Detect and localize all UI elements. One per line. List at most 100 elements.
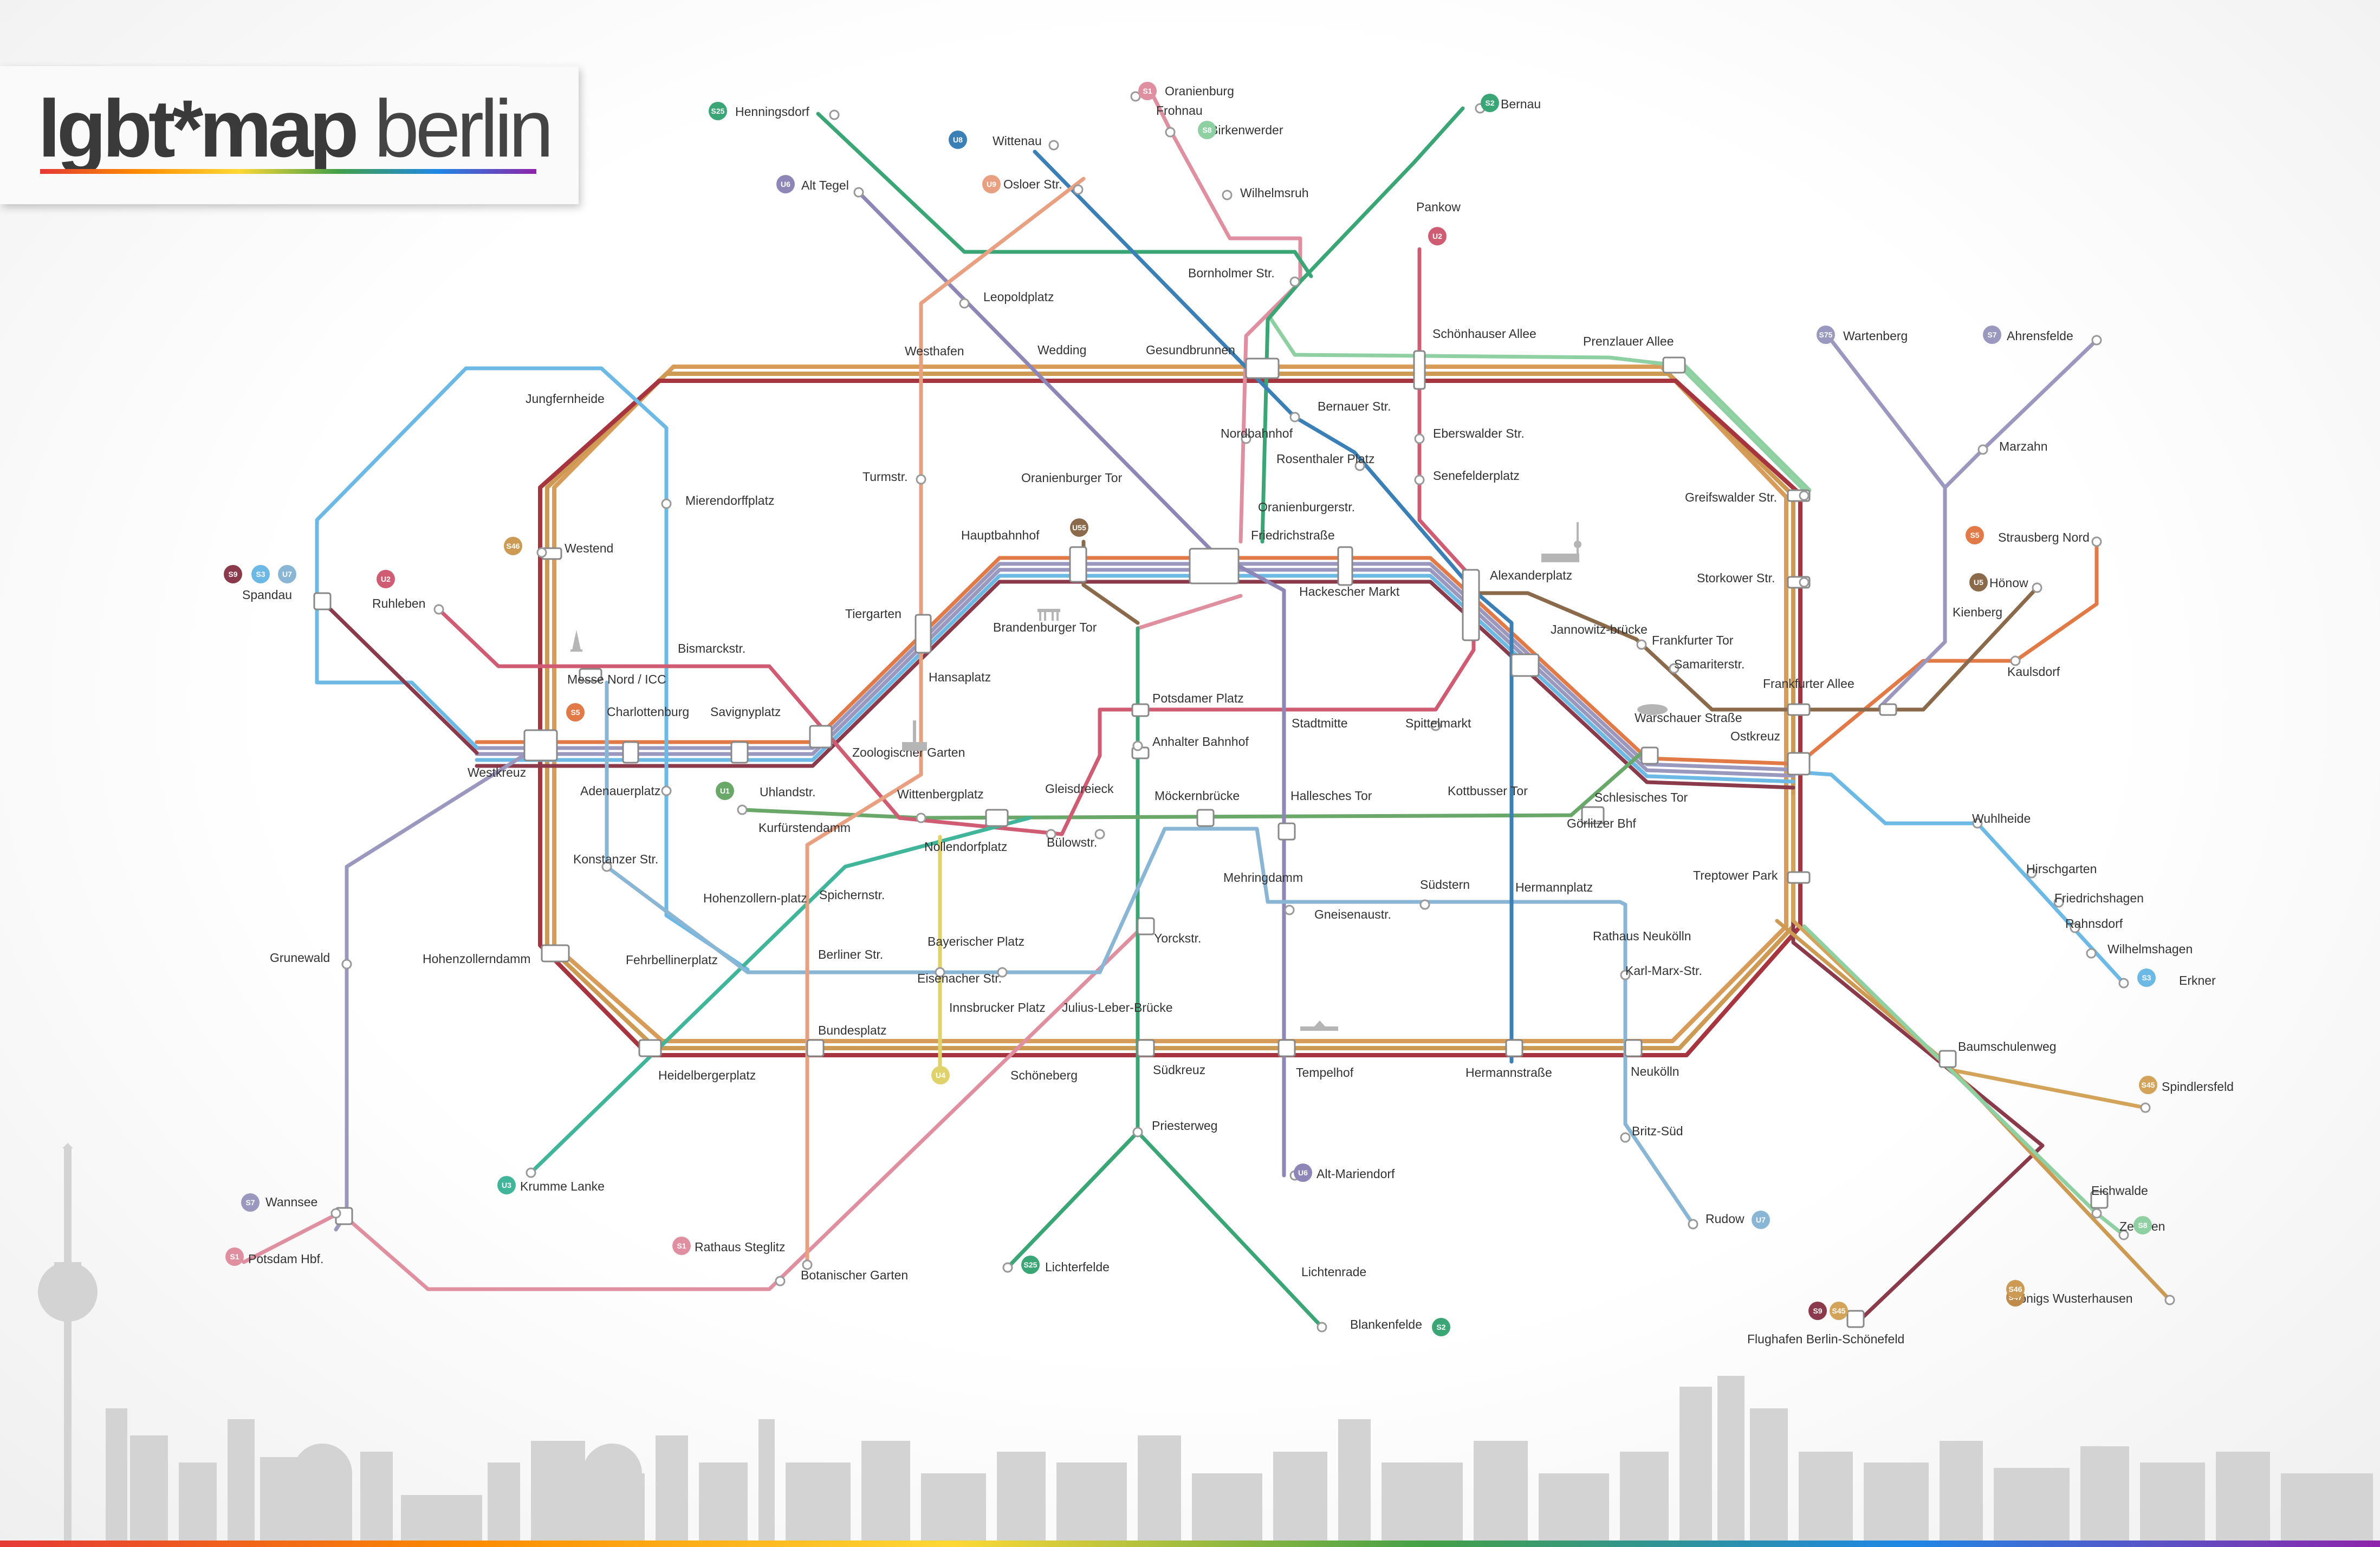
interchange-box[interactable] [541,944,570,963]
station-dot[interactable] [1002,1262,1013,1273]
station-dot[interactable] [601,861,612,872]
interchange-box[interactable] [1879,703,1897,716]
station-label[interactable]: Hermannstraße [1465,1065,1552,1080]
interchange-box[interactable] [1787,703,1811,716]
station-dot[interactable] [916,812,926,823]
station-dot[interactable] [526,1167,536,1178]
interchange-box[interactable] [1137,1039,1155,1057]
station-label[interactable]: Nordbahnhof [1221,426,1293,440]
station-label[interactable]: Fehrbellinerplatz [626,953,718,967]
interchange-box[interactable] [730,741,749,764]
station-label[interactable]: Ahrensfelde [2007,329,2073,343]
station-label[interactable]: Wannsee [265,1195,317,1209]
interchange-box[interactable] [1245,358,1280,379]
station-dot[interactable] [1132,1127,1143,1138]
station-label[interactable]: Potsdam Hbf. [248,1252,323,1266]
station-label[interactable]: Bundesplatz [818,1023,887,1037]
station-dot[interactable] [1289,412,1300,422]
station-label[interactable]: Spandau [242,588,292,602]
station-label[interactable]: Hermannplatz [1515,880,1593,894]
station-label[interactable]: Senefelderplatz [1433,469,1520,483]
interchange-box[interactable] [1131,703,1150,717]
station-dot[interactable] [1669,663,1679,674]
station-dot[interactable] [2026,868,2037,879]
station-label[interactable]: Bernauer Str. [1318,399,1391,413]
station-label[interactable]: Rathaus Neukölln [1593,929,1691,943]
interchange-box[interactable] [1938,1050,1957,1068]
station-label[interactable]: Frankfurter Allee [1763,677,1854,691]
station-dot[interactable] [1620,1132,1631,1143]
station-dot[interactable] [2091,1208,2102,1219]
station-label[interactable]: Eberswalder Str. [1433,426,1525,440]
station-label[interactable]: Oranienburgerstr. [1258,500,1355,514]
station-label[interactable]: Möckernbrücke [1155,789,1240,803]
station-label[interactable]: Hauptbahnhof [961,528,1040,542]
station-label[interactable]: Kaulsdorf [2007,665,2060,679]
station-label[interactable]: Gneisenaustr. [1314,907,1391,921]
station-dot[interactable] [1419,899,1430,910]
station-dot[interactable] [1048,140,1059,151]
station-label[interactable]: Greifswalder Str. [1685,490,1777,504]
interchange-box[interactable] [1277,1039,1296,1057]
station-label[interactable]: Oranienburg [1165,84,1234,98]
station-label[interactable]: Strausberg Nord [1998,530,2090,544]
station-label[interactable]: Hohenzollerndamm [423,952,530,966]
station-dot[interactable] [1241,433,1251,444]
interchange-box[interactable] [313,592,332,610]
station-dot[interactable] [2053,897,2064,908]
station-dot[interactable] [1165,127,1176,138]
station-label[interactable]: Südstern [1420,877,1470,892]
station-label[interactable]: Westhafen [905,344,964,358]
station-label[interactable]: Tempelhof [1296,1065,1354,1080]
station-label[interactable]: Savignyplatz [710,705,781,719]
station-label[interactable]: Samariterstr. [1674,657,1745,671]
interchange-box[interactable] [2090,1191,2109,1209]
interchange-box[interactable] [1413,350,1426,390]
station-label[interactable]: Wittenau [993,134,1042,148]
station-dot[interactable] [829,109,840,120]
station-label[interactable]: Kottbusser Tor [1448,784,1528,798]
station-label[interactable]: Lichtenrade [1301,1265,1366,1279]
station-dot[interactable] [1130,91,1141,102]
station-label[interactable]: Eichwalde [2091,1184,2148,1198]
station-dot[interactable] [997,967,1008,978]
station-dot[interactable] [2140,1102,2151,1113]
interchange-box[interactable] [1277,822,1296,841]
station-dot[interactable] [916,474,926,485]
station-dot[interactable] [2010,655,2021,666]
station-label[interactable]: Krumme Lanke [520,1179,605,1193]
interchange-box[interactable] [1196,809,1215,827]
station-label[interactable]: Spindlersfeld [2162,1080,2234,1094]
station-label[interactable]: Uhlandstr. [760,785,816,799]
station-label[interactable]: Bismarckstr. [678,641,745,655]
station-dot[interactable] [775,1276,786,1286]
station-label[interactable]: Friedrichstraße [1251,528,1335,542]
station-label[interactable]: Königs Wusterhausen [2011,1291,2133,1305]
interchange-box[interactable] [1662,356,1686,374]
station-dot[interactable] [2032,582,2042,593]
station-dot[interactable] [2091,335,2102,346]
station-label[interactable]: Rahnsdorf [2065,916,2123,931]
station-dot[interactable] [330,1208,341,1219]
station-label[interactable]: Schönhauser Allee [1432,327,1536,341]
station-label[interactable]: Messe Nord / ICC [567,672,666,686]
station-label[interactable]: Charlottenburg [607,705,689,719]
interchange-box[interactable] [1640,746,1659,765]
station-label[interactable]: Wilhelmshagen [2107,942,2193,956]
station-dot[interactable] [661,498,672,509]
interchange-box[interactable] [806,1039,825,1057]
station-dot[interactable] [1799,490,1810,501]
station-label[interactable]: Heidelbergerplatz [658,1068,756,1082]
station-label[interactable]: Wedding [1037,343,1086,357]
interchange-box[interactable] [809,725,833,749]
station-label[interactable]: Blankenfelde [1350,1317,1422,1331]
station-label[interactable]: Jannowitz-brücke [1551,622,1648,636]
interchange-box[interactable] [1462,569,1480,641]
station-label[interactable]: Bülowstr. [1047,835,1097,849]
station-label[interactable]: Kurfürstendamm [758,821,851,835]
station-label[interactable]: Bornholmer Str. [1188,266,1275,280]
station-label[interactable]: Baumschulenweg [1958,1039,2057,1054]
station-label[interactable]: Hallesches Tor [1290,789,1372,803]
station-dot[interactable] [1636,639,1647,650]
station-label[interactable]: Südkreuz [1153,1063,1205,1077]
